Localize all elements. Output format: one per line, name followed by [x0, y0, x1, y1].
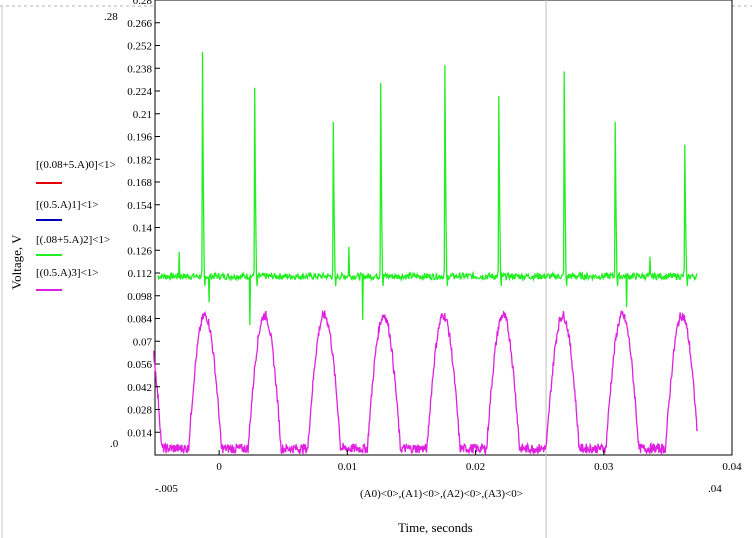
- legend-entry-2[interactable]: [(.08+5.A)2]<1>: [36, 234, 110, 256]
- y-tick-label: 0.098: [127, 291, 152, 303]
- legend-entry-label: [(0.08+5.A)0]<1>: [36, 159, 116, 171]
- y-tick-label: 0.056: [127, 359, 152, 371]
- legend-entry-label: [(.08+5.A)2]<1>: [36, 234, 110, 246]
- legend: [(0.08+5.A)0]<1> [(0.5.A)1]<1> [(.08+5.A…: [36, 159, 116, 291]
- y-tick-label: 0.252: [127, 41, 152, 53]
- y-tick-label: 0.21: [133, 109, 152, 121]
- y-tick-label: 0.014: [127, 427, 152, 439]
- y-range-max-label: .28: [104, 11, 118, 23]
- plot-area: [154, 0, 733, 456]
- y-tick-label: 0.042: [127, 382, 152, 394]
- x-tick-label: 0.04: [722, 461, 742, 473]
- legend-entry-label: [(0.5.A)1]<1>: [36, 199, 99, 211]
- y-tick-label: 0.084: [127, 314, 152, 326]
- legend-entry-1[interactable]: [(0.5.A)1]<1>: [36, 199, 99, 221]
- y-tick-label: 0.154: [127, 200, 152, 212]
- y-range-min-label: .0: [110, 438, 119, 450]
- series-line-magenta: [153, 309, 699, 456]
- x-tick-label: 0.03: [594, 461, 614, 473]
- series-layer: [153, 51, 699, 456]
- x-tick-label: 0: [216, 461, 222, 473]
- y-tick-label: 0.07: [133, 336, 153, 348]
- x-expression[interactable]: (A0)<0>,(A1)<0>,(A2)<0>,(A3)<0>: [360, 488, 523, 500]
- y-tick-label: 0.224: [127, 86, 152, 98]
- y-tick-label: 0.126: [127, 245, 152, 257]
- x-axis-ticks: 0 0.01 0.02 0.03 0.04: [216, 450, 742, 473]
- series-line-green: [157, 51, 698, 326]
- legend-entry-label: [(0.5.A)3]<1>: [36, 267, 99, 279]
- y-axis-title: Voltage, V: [9, 234, 24, 290]
- x-axis-title: Time, seconds: [398, 520, 473, 535]
- y-tick-label: 0.14: [133, 223, 153, 235]
- y-tick-label: 0.238: [127, 63, 152, 75]
- y-tick-label: 0.168: [127, 177, 152, 189]
- y-tick-label: 0.266: [127, 18, 152, 30]
- y-axis-ticks: 0.014 0.028 0.042 0.056 0.07 0.084 0.098 0.112 0…: [127, 0, 160, 439]
- y-tick-label: 0.28: [133, 0, 153, 7]
- x-range-max-label: .04: [708, 483, 722, 495]
- x-tick-label: 0.02: [466, 461, 485, 473]
- x-range-min-label: -.005: [155, 483, 178, 495]
- y-tick-label: 0.028: [127, 405, 152, 417]
- legend-entry-3[interactable]: [(0.5.A)3]<1>: [36, 267, 99, 291]
- legend-entry-0[interactable]: [(0.08+5.A)0]<1>: [36, 159, 116, 184]
- y-tick-label: 0.182: [127, 154, 152, 166]
- y-tick-label: 0.196: [127, 132, 152, 144]
- x-tick-label: 0.01: [338, 461, 357, 473]
- y-tick-label: 0.112: [128, 268, 152, 280]
